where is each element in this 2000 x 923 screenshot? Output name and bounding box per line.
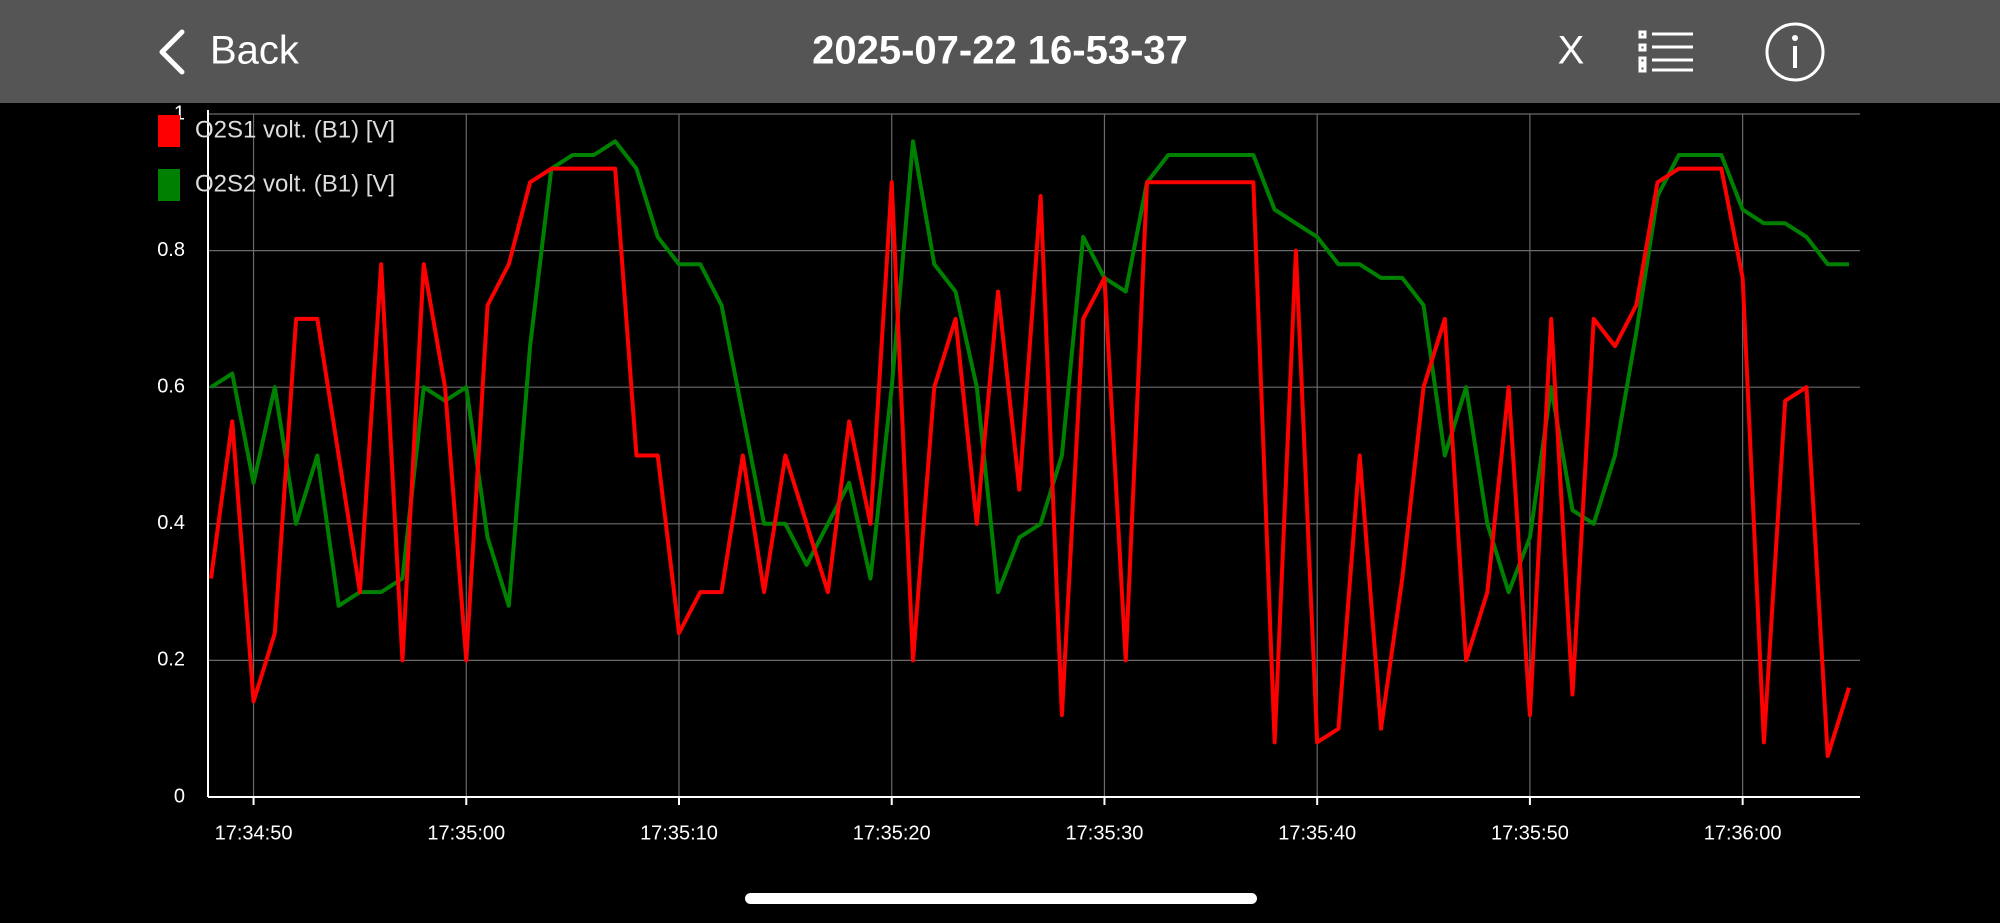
close-button[interactable]: X — [1558, 29, 1585, 73]
plot: 0 0.2 0.4 0.6 0.8 1 17:34:50 17:35:00 17:35:10 17… — [157, 102, 1860, 844]
y-tick-label: 0.2 — [157, 649, 185, 671]
title: 2025-07-22 16-53-37 — [812, 29, 1188, 73]
x-tick-label: 17:35:40 — [1278, 822, 1356, 844]
info-button[interactable] — [1765, 22, 1825, 82]
list-button[interactable] — [1638, 30, 1693, 73]
y-tick-label: 0.6 — [157, 375, 185, 397]
x-tick-label: 17:35:20 — [853, 822, 931, 844]
x-tick-label: 17:36:00 — [1704, 822, 1782, 844]
home-indicator — [745, 893, 1257, 904]
x-tick-label: 17:35:10 — [640, 822, 718, 844]
x-tick-label: 17:35:50 — [1491, 822, 1569, 844]
y-tick-label: 1 — [174, 102, 185, 124]
x-tick-label: 17:34:50 — [215, 822, 293, 844]
legend-swatch — [158, 169, 180, 201]
series-line — [209, 139, 1849, 608]
legend-swatch — [158, 115, 180, 147]
x-tick-label: 17:35:00 — [427, 822, 505, 844]
header: Back 2025-07-22 16-53-37 X — [0, 0, 2000, 103]
legend-label: O2S1 volt. (B1) [V] — [195, 116, 395, 143]
y-tick-label: 0.4 — [157, 512, 185, 534]
y-tick-label: 0.8 — [157, 239, 185, 261]
back-button[interactable]: Back — [159, 29, 300, 75]
back-label: Back — [210, 29, 300, 73]
series-line — [209, 166, 1851, 759]
x-tick-label: 17:35:30 — [1066, 822, 1144, 844]
legend-label: O2S2 volt. (B1) [V] — [195, 170, 395, 197]
back-chevron — [159, 29, 185, 75]
y-tick-label: 0 — [174, 785, 185, 807]
header-bar — [0, 0, 2000, 103]
